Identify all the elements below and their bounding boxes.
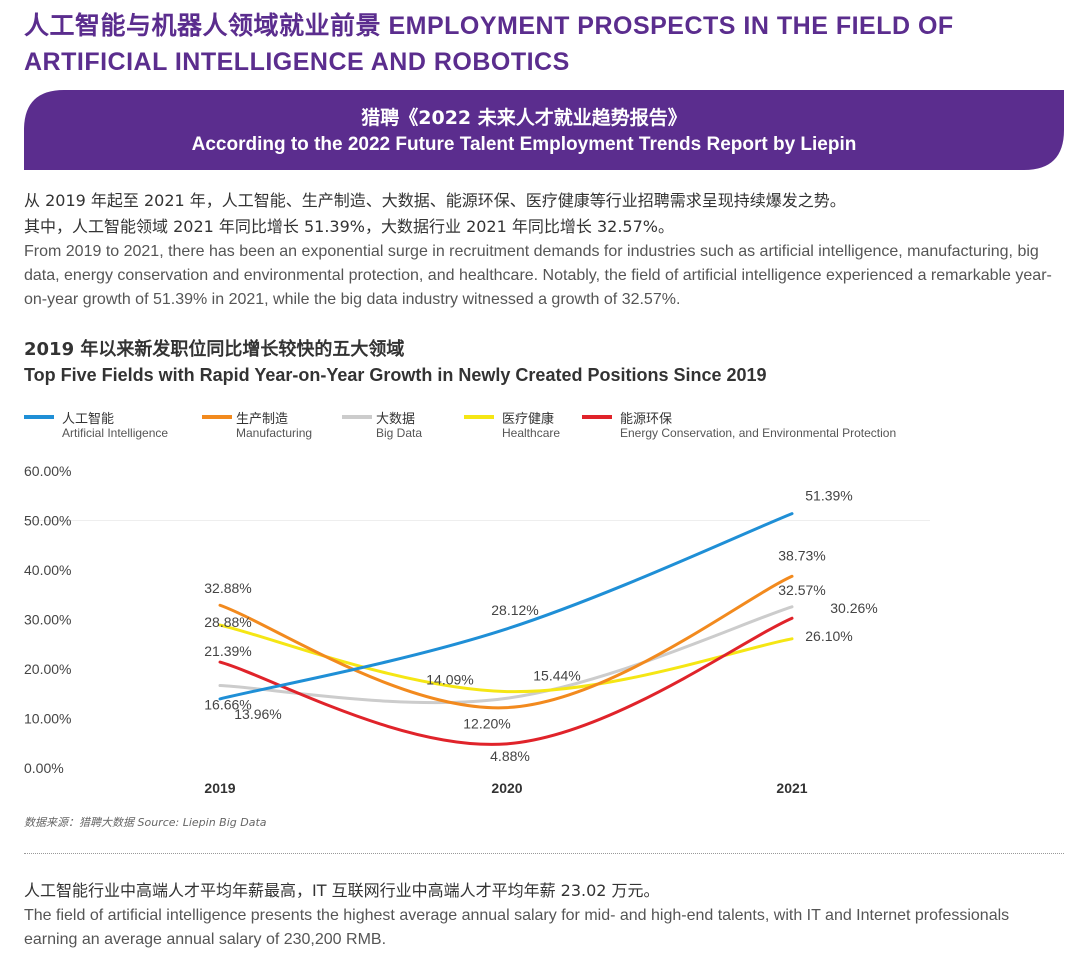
chart-source: 数据来源：猎聘大数据 Source: Liepin Big Data: [24, 816, 267, 829]
legend-swatch-big-data: [342, 415, 372, 419]
y-tick-label: 50.00%: [24, 513, 71, 529]
data-label-big-data: 16.66%: [204, 697, 251, 713]
data-label-manufacturing: 38.73%: [778, 547, 825, 563]
data-label-ai: 51.39%: [805, 488, 852, 504]
y-tick-label: 20.00%: [24, 661, 71, 677]
y-tick-label: 60.00%: [24, 463, 71, 479]
x-tick-label: 2021: [776, 780, 807, 796]
legend-label-zh: 人工智能: [62, 412, 115, 427]
legend-label-zh: 能源环保: [620, 412, 673, 427]
y-tick-label: 40.00%: [24, 562, 71, 578]
data-label-big-data: 32.57%: [778, 582, 825, 598]
banner-background: [24, 90, 1064, 170]
series-line-ai: [218, 512, 794, 701]
y-tick-label: 0.00%: [24, 760, 64, 776]
salary-text: 人工智能行业中高端人才平均年薪最高，IT 互联网行业中高端人才平均年薪 23.0…: [24, 878, 1064, 952]
legend-swatch-manufacturing: [202, 415, 232, 419]
intro-text: 从 2019 年起至 2021 年，人工智能、生产制造、大数据、能源环保、医疗健…: [24, 188, 1064, 312]
legend-swatch-ai: [24, 415, 54, 419]
series-line-energy: [218, 616, 794, 746]
salary-en: The field of artificial intelligence pre…: [24, 907, 1010, 948]
legend-label-en: Manufacturing: [236, 426, 313, 440]
legend-label-en: Healthcare: [502, 426, 561, 440]
report-banner: 猎聘《2022 未来人才就业趋势报告》 According to the 202…: [24, 90, 1064, 170]
series-line-manufacturing: [218, 574, 794, 710]
chart-title-en: Top Five Fields with Rapid Year-on-Year …: [24, 365, 767, 385]
legend-label-zh: 大数据: [376, 412, 416, 427]
series-line-healthcare: [218, 623, 794, 694]
legend-label-en: Big Data: [376, 426, 423, 440]
y-tick-label: 30.00%: [24, 612, 71, 628]
y-tick-label: 10.00%: [24, 711, 71, 727]
x-tick-label: 2020: [491, 780, 522, 796]
data-label-ai: 13.96%: [234, 706, 281, 722]
data-label-energy: 30.26%: [830, 600, 877, 616]
data-label-ai: 28.12%: [491, 602, 538, 618]
legend-label-en: Energy Conservation, and Environmental P…: [620, 426, 897, 440]
chart-title-zh: 2019 年以来新发职位同比增长较快的五大领域: [24, 339, 405, 360]
data-label-healthcare: 26.10%: [805, 628, 852, 644]
salary-zh: 人工智能行业中高端人才平均年薪最高，IT 互联网行业中高端人才平均年薪 23.0…: [24, 881, 660, 900]
series-line-big-data: [218, 605, 794, 705]
legend-label-zh: 医疗健康: [502, 412, 555, 427]
legend-label-en: Artificial Intelligence: [62, 426, 169, 440]
intro-en: From 2019 to 2021, there has been an exp…: [24, 243, 1052, 308]
intro-zh-line-2: 其中，人工智能领域 2021 年同比增长 51.39%，大数据行业 2021 年…: [24, 217, 674, 236]
legend-swatch-energy: [582, 415, 612, 419]
banner-title-zh: 猎聘《2022 未来人才就业趋势报告》: [361, 107, 687, 129]
legend-label-zh: 生产制造: [236, 412, 289, 427]
x-tick-label: 2019: [204, 780, 235, 796]
data-label-big-data: 14.09%: [426, 671, 473, 687]
data-label-healthcare: 28.88%: [204, 614, 251, 630]
chart-legend: 人工智能 Artificial Intelligence 生产制造 Manufa…: [24, 408, 1064, 448]
data-label-manufacturing: 12.20%: [463, 716, 510, 732]
legend-swatch-healthcare: [464, 415, 494, 419]
data-label-energy: 4.88%: [490, 748, 530, 764]
banner-title-en: According to the 2022 Future Talent Empl…: [191, 134, 857, 155]
page-title: 人工智能与机器人领域就业前景 EMPLOYMENT PROSPECTS IN T…: [24, 12, 954, 76]
divider: [24, 853, 1064, 854]
data-label-healthcare: 15.44%: [533, 668, 580, 684]
data-label-energy: 21.39%: [204, 643, 251, 659]
intro-zh-line-1: 从 2019 年起至 2021 年，人工智能、生产制造、大数据、能源环保、医疗健…: [24, 191, 846, 210]
data-label-manufacturing: 32.88%: [204, 580, 251, 596]
line-chart: 0.00% 10.00% 20.00% 30.00% 40.00% 50.00% 60.00…: [24, 463, 930, 796]
